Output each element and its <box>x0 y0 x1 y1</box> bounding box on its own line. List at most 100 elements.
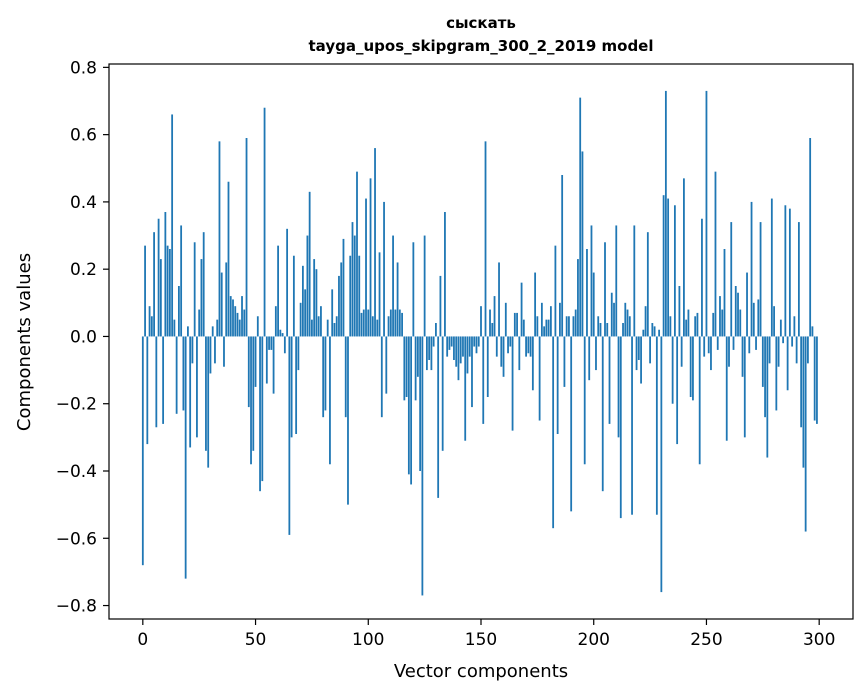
bar-168 <box>520 282 523 337</box>
bar-226 <box>651 323 654 337</box>
bar-273 <box>757 299 760 337</box>
bar-79 <box>320 306 322 337</box>
bar-199 <box>590 225 593 337</box>
bar-148 <box>475 336 478 354</box>
bar-175 <box>536 316 539 337</box>
bar-64 <box>286 228 289 337</box>
bar-142 <box>462 336 464 357</box>
bar-215 <box>626 309 629 337</box>
bar-183 <box>554 245 557 337</box>
bar-70 <box>299 302 302 337</box>
bar-260 <box>728 336 730 367</box>
bar-214 <box>624 302 627 337</box>
bar-15 <box>175 336 178 414</box>
x-axis-label: Vector components <box>394 661 568 682</box>
bar-52 <box>259 336 261 492</box>
bar-132 <box>439 275 442 337</box>
bar-77 <box>315 269 318 337</box>
bar-269 <box>748 336 751 354</box>
bar-213 <box>622 323 624 337</box>
y-tick-label: 0.2 <box>70 260 97 280</box>
bar-14 <box>173 319 176 337</box>
bar-244 <box>692 336 694 401</box>
x-tick-label: 0 <box>137 630 148 650</box>
bar-283 <box>779 319 782 337</box>
bar-44 <box>241 296 243 337</box>
bar-198 <box>588 336 591 381</box>
bar-58 <box>272 336 275 394</box>
y-tick-label: −0.6 <box>56 529 97 549</box>
bar-180 <box>547 319 550 337</box>
x-tick-label: 250 <box>690 630 722 650</box>
bar-217 <box>631 336 633 515</box>
bar-46 <box>245 138 248 337</box>
bar-230 <box>660 336 663 593</box>
bar-149 <box>477 336 480 347</box>
bar-3 <box>148 306 151 337</box>
bar-127 <box>428 336 431 360</box>
bar-200 <box>592 272 595 337</box>
bar-101 <box>369 178 372 337</box>
bar-295 <box>807 336 809 364</box>
bar-138 <box>453 336 455 360</box>
bar-16 <box>177 286 180 337</box>
bar-40 <box>232 299 234 337</box>
bar-13 <box>171 114 174 337</box>
bar-248 <box>701 218 703 337</box>
bar-131 <box>437 336 440 498</box>
bar-85 <box>333 323 336 337</box>
bar-22 <box>191 336 194 364</box>
bar-107 <box>383 201 385 337</box>
bar-86 <box>335 316 338 337</box>
bar-80 <box>322 336 325 418</box>
bar-97 <box>360 312 363 337</box>
bar-126 <box>425 336 428 371</box>
bar-163 <box>509 336 512 347</box>
bar-201 <box>595 336 597 371</box>
bar-48 <box>250 336 252 465</box>
bar-41 <box>234 306 237 337</box>
bar-280 <box>773 306 775 337</box>
bar-143 <box>464 336 467 441</box>
bar-245 <box>694 316 697 337</box>
bar-29 <box>207 336 210 468</box>
y-tick-label: 0.4 <box>70 193 97 213</box>
plot-frame <box>108 63 854 620</box>
bar-186 <box>561 175 564 337</box>
bar-111 <box>392 235 394 337</box>
bar-211 <box>617 336 620 438</box>
x-tick-label: 50 <box>245 630 267 650</box>
bar-275 <box>761 336 764 387</box>
bar-137 <box>450 336 453 347</box>
bar-284 <box>782 336 785 344</box>
bar-159 <box>500 336 503 367</box>
bar-257 <box>721 309 724 337</box>
bar-108 <box>385 336 388 394</box>
bar-170 <box>525 336 527 357</box>
bar-219 <box>635 336 638 371</box>
bar-24 <box>196 336 198 438</box>
bar-78 <box>317 316 320 337</box>
bar-264 <box>737 292 739 337</box>
bar-172 <box>529 336 532 357</box>
bar-281 <box>775 336 778 411</box>
bar-87 <box>338 275 340 337</box>
y-axis-ticks: −0.8 −0.6 −0.4 −0.2 0.0 0.2 0.4 0.6 0.8 <box>56 58 109 617</box>
bar-124 <box>421 336 424 596</box>
bar-90 <box>344 336 347 418</box>
bar-190 <box>570 336 573 512</box>
bar-54 <box>263 107 266 337</box>
bar-177 <box>540 302 543 337</box>
bar-100 <box>367 309 370 337</box>
bar-146 <box>471 336 473 408</box>
bar-298 <box>813 336 816 421</box>
bar-129 <box>432 336 435 347</box>
bar-271 <box>752 302 755 337</box>
bar-141 <box>459 336 462 364</box>
bar-221 <box>640 336 642 384</box>
bar-1 <box>144 245 146 337</box>
y-tick-label: 0.6 <box>70 126 97 146</box>
y-tick-label: −0.8 <box>56 597 97 617</box>
bar-187 <box>563 336 566 387</box>
bar-228 <box>655 336 658 515</box>
